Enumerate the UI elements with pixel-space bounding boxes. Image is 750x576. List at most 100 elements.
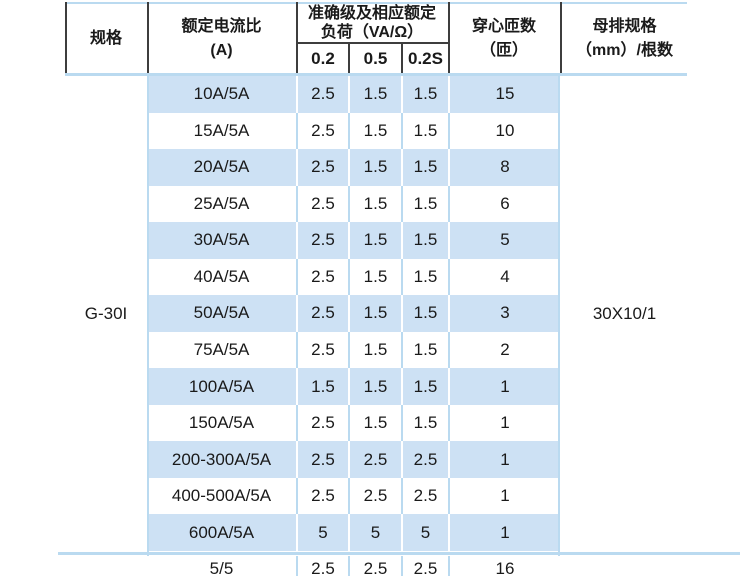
cell-turns: 4	[448, 259, 560, 296]
cell-load-0.2: 2.5	[296, 113, 348, 150]
table-row: 400-500A/5A 2.5 2.5 2.5 1	[147, 478, 560, 515]
grid-line-turns-busbar	[560, 2, 562, 73]
cell-load-0.2: 2.5	[296, 186, 348, 223]
cell-ratio: 200-300A/5A	[147, 441, 296, 478]
cell-load-0.5: 1.5	[348, 405, 401, 442]
header-spec-label: 规格	[90, 27, 122, 51]
cell-load-0.5: 1.5	[348, 222, 401, 259]
header-turns-line1: 穿心匝数	[472, 15, 536, 39]
cell-load-0.5: 1.5	[348, 368, 401, 405]
cell-turns: 8	[448, 149, 560, 186]
cell-ratio: 25A/5A	[147, 186, 296, 223]
cell-turns: 16	[448, 556, 560, 576]
header-turns-line2: （匝）	[480, 39, 528, 63]
header-busbar-line2: （mm）/根数	[576, 39, 673, 63]
cell-ratio: 30A/5A	[147, 222, 296, 259]
cell-load-0.2s: 1.5	[401, 368, 448, 405]
table-row: 50A/5A 2.5 1.5 1.5 3	[147, 295, 560, 332]
table-row-next-section: 5/5 2.5 2.5 2.5 16	[147, 556, 560, 576]
cell-load-0.2: 2.5	[296, 222, 348, 259]
cell-load-0.2s: 1.5	[401, 113, 448, 150]
cell-turns: 10	[448, 113, 560, 150]
cell-load-0.2: 2.5	[296, 556, 348, 576]
section-separator-line	[58, 552, 740, 555]
table-row: 75A/5A 2.5 1.5 1.5 2	[147, 332, 560, 369]
table-top-line	[65, 2, 687, 4]
cell-turns: 1	[448, 405, 560, 442]
cell-load-0.2s: 2.5	[401, 441, 448, 478]
cell-load-0.2s: 5	[401, 514, 448, 551]
table-row: 200-300A/5A 2.5 2.5 2.5 1	[147, 441, 560, 478]
header-sub-0.5: 0.5	[350, 44, 401, 73]
table-row: 30A/5A 2.5 1.5 1.5 5	[147, 222, 560, 259]
table-body: 10A/5A 2.5 1.5 1.5 15 15A/5A 2.5 1.5 1.5…	[147, 76, 560, 551]
cell-ratio: 50A/5A	[147, 295, 296, 332]
cell-turns: 1	[448, 368, 560, 405]
cell-load-0.2s: 2.5	[401, 556, 448, 576]
header-sub-0.5-label: 0.5	[364, 49, 388, 69]
header-ratio: 额定电流比 (A)	[149, 4, 294, 73]
table-row: 15A/5A 2.5 1.5 1.5 10	[147, 113, 560, 150]
cell-load-0.2: 2.5	[296, 441, 348, 478]
cell-load-0.5: 2.5	[348, 478, 401, 515]
table-row: 20A/5A 2.5 1.5 1.5 8	[147, 149, 560, 186]
body-right-edge-line	[558, 76, 560, 576]
cell-load-0.5: 1.5	[348, 149, 401, 186]
cell-turns: 15	[448, 76, 560, 113]
cell-turns: 1	[448, 478, 560, 515]
table-row: 600A/5A 5 5 5 1	[147, 514, 560, 551]
cell-load-0.2s: 1.5	[401, 76, 448, 113]
cell-turns: 1	[448, 514, 560, 551]
cell-load-0.2s: 1.5	[401, 186, 448, 223]
cell-turns: 1	[448, 441, 560, 478]
cell-load-0.5: 1.5	[348, 295, 401, 332]
header-busbar: 母排规格 （mm）/根数	[562, 4, 687, 73]
grid-line-sub1	[348, 44, 350, 73]
cell-load-0.5: 1.5	[348, 113, 401, 150]
grid-line-spec-ratio	[147, 2, 149, 73]
cell-load-0.2s: 1.5	[401, 149, 448, 186]
cell-load-0.2: 2.5	[296, 478, 348, 515]
cell-load-0.5: 2.5	[348, 556, 401, 576]
header-accuracy-line1: 准确级及相应额定	[308, 4, 436, 23]
cell-load-0.2s: 1.5	[401, 222, 448, 259]
cell-turns: 2	[448, 332, 560, 369]
header-sub-0.2: 0.2	[298, 44, 348, 73]
header-ratio-line2: (A)	[210, 39, 232, 63]
cell-load-0.5: 1.5	[348, 259, 401, 296]
cell-ratio: 150A/5A	[147, 405, 296, 442]
cell-turns: 6	[448, 186, 560, 223]
header-busbar-line1: 母排规格	[592, 15, 656, 39]
cell-load-0.2s: 1.5	[401, 405, 448, 442]
header-accuracy-line2: 负荷（VA/Ω）	[321, 23, 423, 42]
cell-load-0.5: 1.5	[348, 186, 401, 223]
header-turns: 穿心匝数 （匝）	[450, 4, 558, 73]
grid-line-sub2	[401, 44, 403, 73]
cell-load-0.2: 2.5	[296, 76, 348, 113]
spec-model-cell: G-30I	[65, 76, 147, 551]
cell-ratio: 600A/5A	[147, 514, 296, 551]
cell-ratio: 400-500A/5A	[147, 478, 296, 515]
cell-ratio: 15A/5A	[147, 113, 296, 150]
cell-turns: 3	[448, 295, 560, 332]
cell-load-0.2s: 1.5	[401, 332, 448, 369]
header-ratio-line1: 额定电流比	[181, 15, 261, 39]
table-row: 10A/5A 2.5 1.5 1.5 15	[147, 76, 560, 113]
header-sub-0.2s: 0.2S	[403, 44, 448, 73]
table-row: 25A/5A 2.5 1.5 1.5 6	[147, 186, 560, 223]
header-accuracy-group: 准确级及相应额定 负荷（VA/Ω）	[298, 4, 446, 42]
cell-load-0.2: 2.5	[296, 259, 348, 296]
table-row: 40A/5A 2.5 1.5 1.5 4	[147, 259, 560, 296]
cell-load-0.2: 2.5	[296, 295, 348, 332]
cell-load-0.2: 2.5	[296, 332, 348, 369]
cell-load-0.2s: 1.5	[401, 295, 448, 332]
cell-load-0.2s: 1.5	[401, 259, 448, 296]
cell-load-0.5: 2.5	[348, 441, 401, 478]
cell-ratio: 5/5	[147, 556, 296, 576]
table-row: 100A/5A 1.5 1.5 1.5 1	[147, 368, 560, 405]
cell-ratio: 40A/5A	[147, 259, 296, 296]
header-sub-0.2-label: 0.2	[311, 49, 335, 69]
body-left-edge-line	[147, 76, 149, 576]
cell-load-0.2: 1.5	[296, 368, 348, 405]
spec-model-value: G-30I	[85, 304, 128, 324]
